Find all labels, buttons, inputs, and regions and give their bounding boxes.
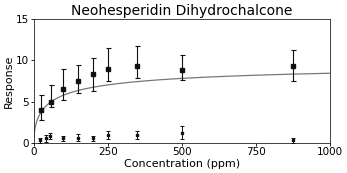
Y-axis label: Response: Response: [4, 54, 14, 108]
X-axis label: Concentration (ppm): Concentration (ppm): [124, 159, 240, 169]
Title: Neohesperidin Dihydrochalcone: Neohesperidin Dihydrochalcone: [71, 4, 293, 18]
